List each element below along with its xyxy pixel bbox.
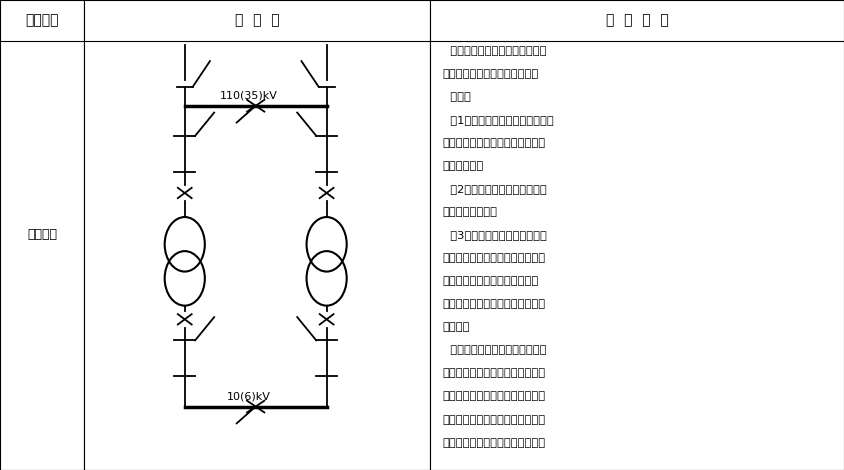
Text: 条。桥连断路器检修时，也可利用: 条。桥连断路器检修时，也可利用 (443, 299, 546, 309)
Text: （3）变压器侧断路器检修时，: （3）变压器侧断路器检修时， (443, 230, 547, 240)
Text: 适用范围：适用于较小容量的发: 适用范围：适用于较小容量的发 (443, 345, 546, 355)
Text: 故障率较少的变电所。此外，线路: 故障率较少的变电所。此外，线路 (443, 415, 546, 424)
Text: 变压器需较长时期停运。为避免此: 变压器需较长时期停运。为避免此 (443, 253, 546, 263)
Text: 缺点：: 缺点： (443, 92, 471, 102)
Text: 接  线  图: 接 线 图 (235, 14, 279, 28)
Text: （1）线路的切除和投入较复杂，: （1）线路的切除和投入较复杂， (443, 115, 554, 125)
Text: 10(6)kV: 10(6)kV (227, 392, 271, 402)
Text: 缺点，可加装正常断开运行的跨: 缺点，可加装正常断开运行的跨 (443, 276, 539, 286)
Text: 电厂，对一、二级负荷供电，并且: 电厂，对一、二级负荷供电，并且 (443, 368, 546, 378)
Text: 需动作两台断路器，并有一台变压: 需动作两台断路器，并有一台变压 (443, 138, 546, 148)
Text: 有穿越功率时，也宜采用外桥接线: 有穿越功率时，也宜采用外桥接线 (443, 438, 546, 447)
Text: 接线方式: 接线方式 (25, 14, 59, 28)
Text: 110(35)kV: 110(35)kV (219, 90, 278, 100)
Text: 此跨条。: 此跨条。 (443, 322, 470, 332)
Text: 变压器的切换较频繁或线路较短，: 变压器的切换较频繁或线路较短， (443, 392, 546, 401)
Text: 器暂时停运。: 器暂时停运。 (443, 161, 484, 171)
Text: 外桥接线: 外桥接线 (27, 228, 57, 242)
Text: 少，四个回路只需三台断路器。: 少，四个回路只需三台断路器。 (443, 69, 539, 79)
Text: 优点：高压断路器数量少，占地: 优点：高压断路器数量少，占地 (443, 46, 546, 56)
Text: 回路需解列运行。: 回路需解列运行。 (443, 207, 498, 217)
Text: 简  要  说  明: 简 要 说 明 (606, 14, 668, 28)
Text: （2）桥连断路器检修时，两个: （2）桥连断路器检修时，两个 (443, 184, 547, 194)
